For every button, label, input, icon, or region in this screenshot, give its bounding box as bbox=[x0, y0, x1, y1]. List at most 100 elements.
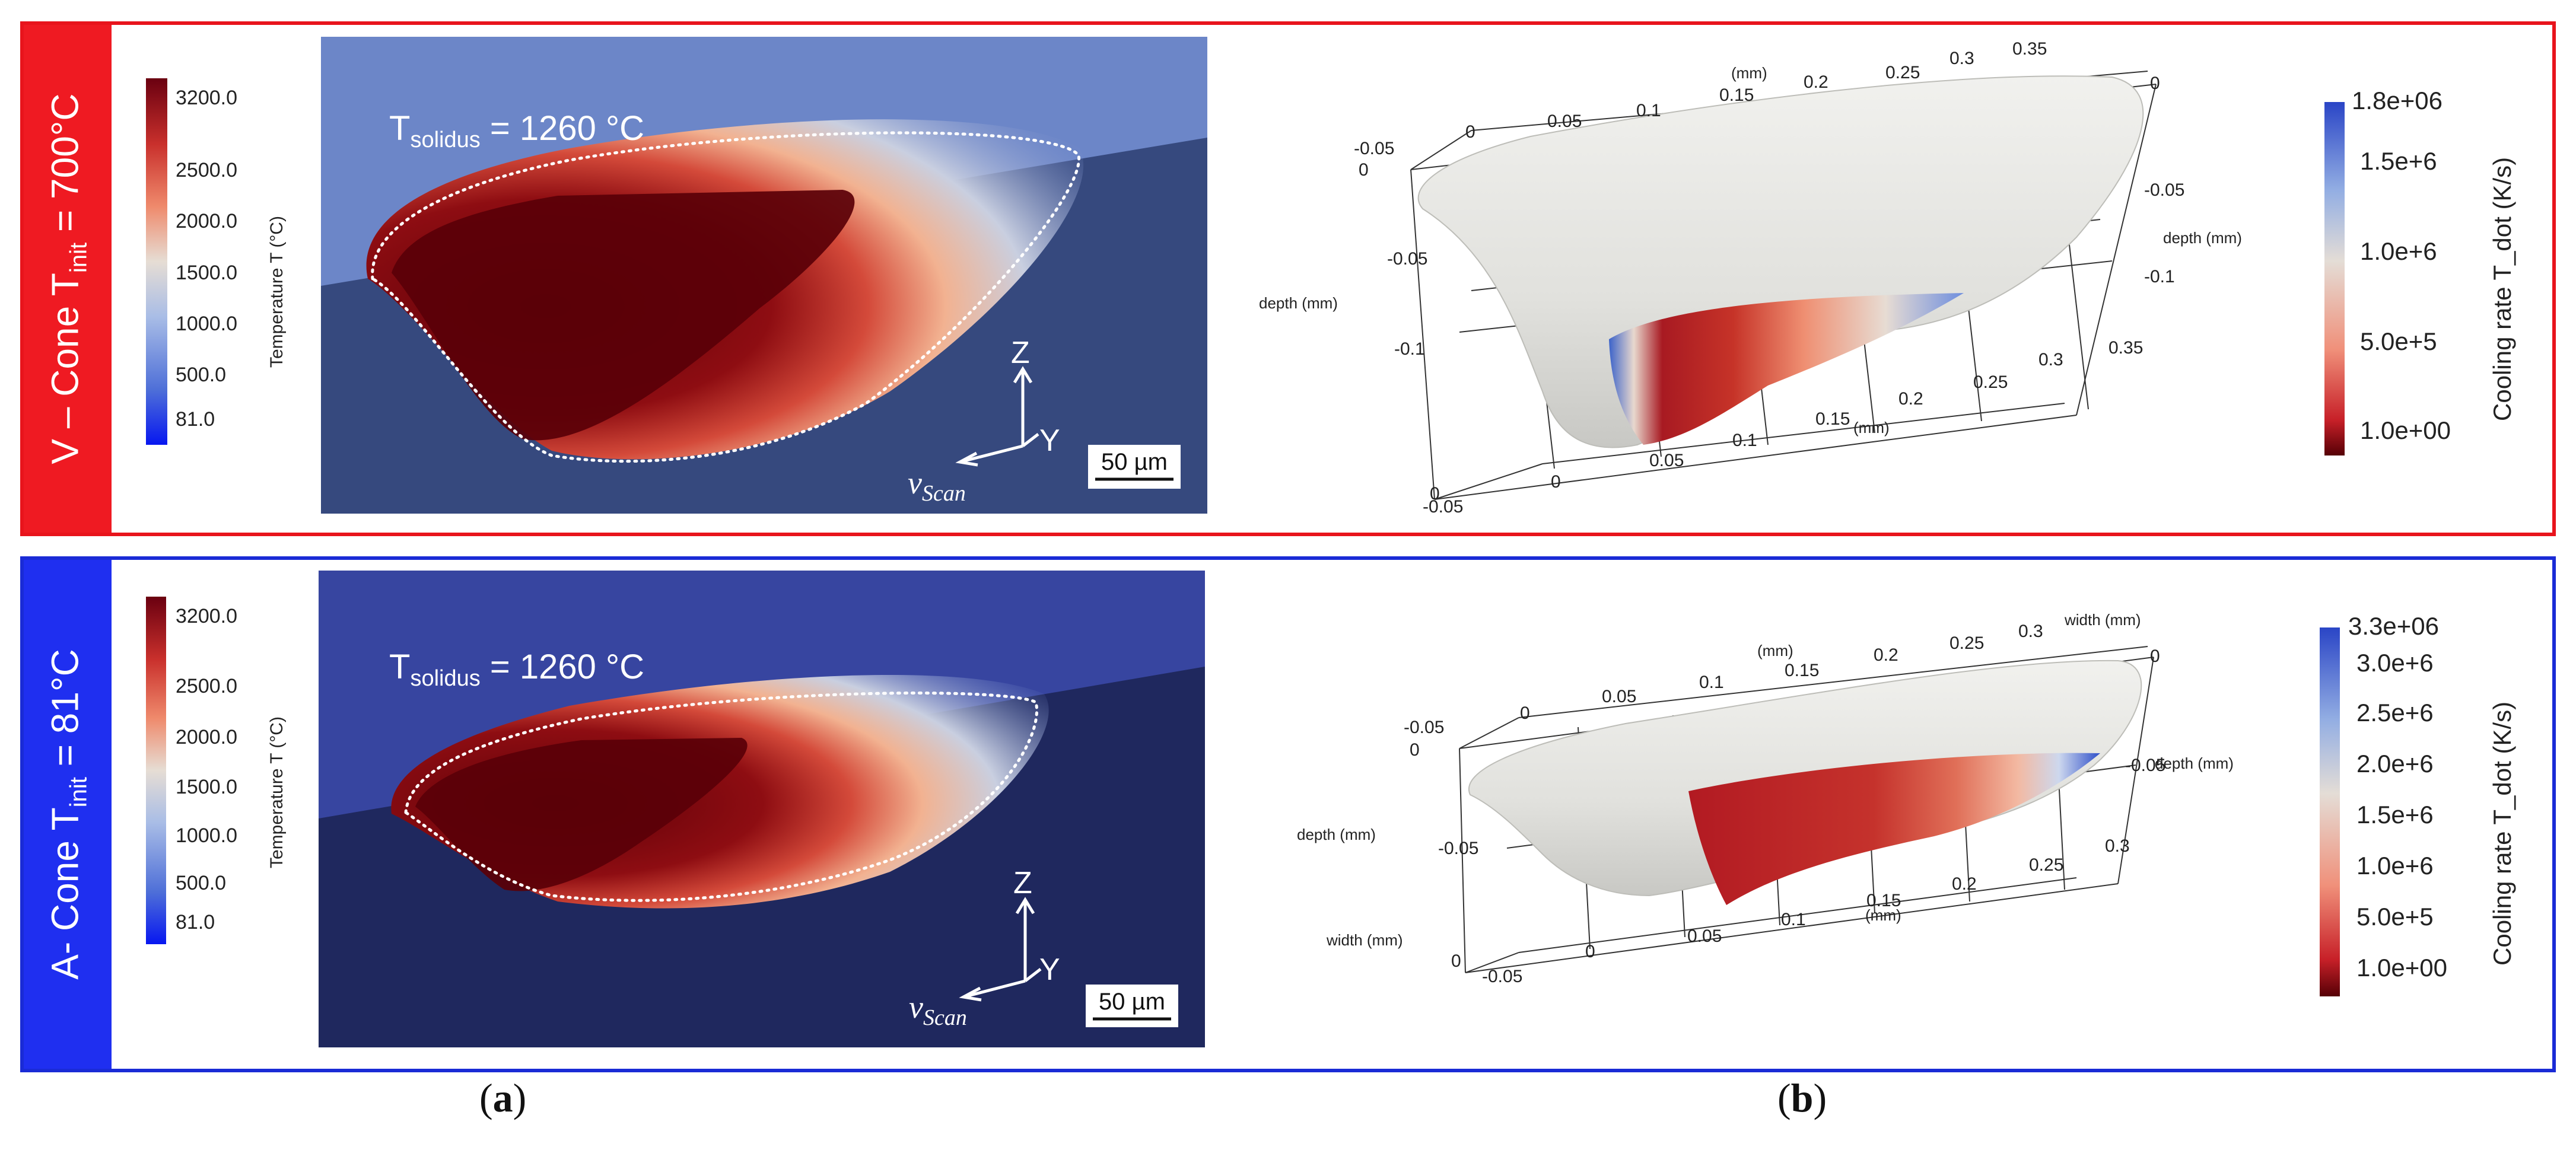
cooling-tick-label: 3.3e+06 bbox=[2348, 612, 2439, 640]
svg-text:0.05: 0.05 bbox=[1687, 926, 1722, 946]
cooling-rate-slice bbox=[1688, 753, 2100, 905]
cooling-rate-panel-v-cone: 0 0.05 0.1 0.15 0.2 0.25 0.3 0.35 (mm) -… bbox=[1259, 39, 2516, 517]
scan-velocity-label: vScan bbox=[909, 989, 967, 1030]
temp-tick-label: 81.0 bbox=[176, 911, 215, 934]
svg-text:0.3: 0.3 bbox=[2038, 350, 2063, 369]
cooling-tick-label: 1.0e+6 bbox=[2356, 852, 2434, 880]
temp-tick-label: 500.0 bbox=[176, 872, 226, 894]
svg-text:0.25: 0.25 bbox=[1885, 63, 1920, 82]
svg-text:0: 0 bbox=[2150, 646, 2160, 666]
svg-text:-0.05: -0.05 bbox=[1482, 967, 1522, 986]
temperature-colorbar-title: Temperature T (°C) bbox=[267, 216, 287, 368]
temp-tick-label: 1500.0 bbox=[176, 776, 237, 798]
svg-text:0.3: 0.3 bbox=[2018, 622, 2043, 641]
axis-triad bbox=[955, 366, 1039, 467]
svg-text:0.2: 0.2 bbox=[1804, 72, 1828, 92]
scalebar-box bbox=[1088, 445, 1181, 489]
temp-tick-label: 1500.0 bbox=[176, 262, 237, 284]
panel-label-a: (a) bbox=[479, 1075, 527, 1120]
svg-text:width (mm): width (mm) bbox=[1326, 931, 1403, 949]
cooling-rate-slice bbox=[1609, 293, 1964, 445]
cooling-tick-label: 5.0e+5 bbox=[2356, 903, 2434, 931]
svg-text:-0.05: -0.05 bbox=[1423, 497, 1463, 517]
temp-tick-label: 2500.0 bbox=[176, 159, 237, 181]
row-label-v-cone: V – Cone Tinit = 700°C bbox=[24, 25, 112, 533]
z-axis-label: Z bbox=[1011, 336, 1030, 370]
temperature-panel-v-cone: 3200.0 2500.0 2000.0 1500.0 1000.0 500.0… bbox=[146, 37, 1207, 514]
svg-text:0.15: 0.15 bbox=[1785, 661, 1819, 680]
svg-text:0: 0 bbox=[1551, 472, 1561, 492]
solidus-isoline bbox=[404, 692, 1038, 902]
cooling-colorbar bbox=[2320, 627, 2340, 996]
svg-text:0: 0 bbox=[1585, 942, 1595, 961]
svg-text:0.35: 0.35 bbox=[2108, 338, 2143, 358]
panel-label-b-letter: b bbox=[1791, 1075, 1814, 1120]
svg-text:0.05: 0.05 bbox=[1547, 112, 1582, 131]
panel-label-a-letter: a bbox=[492, 1075, 513, 1120]
cooling-tick-label: 1.8e+06 bbox=[2352, 87, 2443, 114]
z-axis-label: Z bbox=[1013, 866, 1032, 900]
melt-pool-core bbox=[415, 738, 748, 891]
row-label-a-cone: A- Cone Tinit = 81°C bbox=[24, 560, 112, 1069]
cooling-colorbar-title: Cooling rate T_dot (K/s) bbox=[2488, 157, 2516, 421]
cooling-tick-label: 2.0e+6 bbox=[2356, 750, 2434, 778]
temp-tick-label: 3200.0 bbox=[176, 605, 237, 627]
svg-text:0: 0 bbox=[1430, 484, 1440, 504]
temperature-colorbar bbox=[146, 597, 166, 944]
svg-text:0.35: 0.35 bbox=[2012, 39, 2047, 59]
svg-text:-0.05: -0.05 bbox=[1438, 839, 1478, 858]
grid-tick-labels: 0 0.05 0.1 0.15 0.2 0.25 0.3 0.35 (mm) -… bbox=[1259, 39, 2242, 517]
cooling-rate-panel-a-cone: 0 0.05 0.1 0.15 0.2 0.25 0.3 (mm) width … bbox=[1297, 611, 2516, 996]
svg-text:-0.1: -0.1 bbox=[2144, 267, 2175, 286]
melt-pool-core bbox=[392, 190, 855, 441]
svg-text:depth (mm): depth (mm) bbox=[1259, 294, 1338, 312]
cooling-tick-label: 5.0e+5 bbox=[2360, 327, 2437, 355]
svg-text:-0.05: -0.05 bbox=[1354, 139, 1394, 158]
svg-text:0.25: 0.25 bbox=[1973, 372, 2008, 392]
svg-text:0.05: 0.05 bbox=[1602, 687, 1636, 706]
svg-text:0.1: 0.1 bbox=[1699, 673, 1724, 692]
svg-text:0: 0 bbox=[1465, 122, 1475, 142]
svg-text:(mm): (mm) bbox=[1731, 64, 1767, 82]
scalebar-label: 50 µm bbox=[1099, 989, 1165, 1015]
svg-text:depth (mm): depth (mm) bbox=[2163, 229, 2242, 247]
svg-text:0.25: 0.25 bbox=[2029, 855, 2063, 875]
cooling-tick-label: 1.0e+00 bbox=[2360, 416, 2451, 444]
temperature-panel-a-cone: 3200.0 2500.0 2000.0 1500.0 1000.0 500.0… bbox=[146, 571, 1205, 1047]
svg-text:0.2: 0.2 bbox=[1874, 645, 1898, 665]
svg-text:0.3: 0.3 bbox=[1950, 49, 1974, 68]
svg-text:0: 0 bbox=[1359, 160, 1369, 180]
temperature-colorbar-title: Temperature T (°C) bbox=[267, 716, 287, 868]
melt-pool-3d-shell bbox=[1417, 75, 2144, 448]
svg-text:0: 0 bbox=[2150, 74, 2160, 93]
temperature-colorbar bbox=[146, 78, 167, 445]
cooling-tick-label: 2.5e+6 bbox=[2356, 699, 2434, 727]
cooling-tick-label: 1.5e+6 bbox=[2360, 147, 2437, 175]
svg-text:0.15: 0.15 bbox=[1815, 409, 1850, 429]
temp-tick-label: 3200.0 bbox=[176, 87, 237, 109]
svg-text:(mm): (mm) bbox=[1757, 642, 1793, 660]
cooling-colorbar bbox=[2324, 102, 2345, 455]
svg-text:-0.05: -0.05 bbox=[2144, 180, 2184, 200]
temp-tick-label: 81.0 bbox=[176, 408, 215, 431]
svg-text:0: 0 bbox=[1410, 740, 1420, 760]
row-a-cone: A- Cone Tinit = 81°C bbox=[20, 556, 2556, 1072]
y-axis-label: Y bbox=[1039, 423, 1060, 458]
solidus-isoline bbox=[371, 131, 1081, 463]
axis-triad bbox=[959, 897, 1042, 1002]
svg-text:0: 0 bbox=[1520, 703, 1530, 723]
cooling-tick-label: 1.0e+6 bbox=[2360, 237, 2437, 265]
temp-tick-label: 1000.0 bbox=[176, 313, 237, 335]
svg-text:0.25: 0.25 bbox=[1950, 633, 1984, 653]
grid-tick-labels: 0 0.05 0.1 0.15 0.2 0.25 0.3 (mm) width … bbox=[1297, 611, 2234, 986]
svg-text:0.15: 0.15 bbox=[1719, 85, 1754, 105]
temp-tick-label: 500.0 bbox=[176, 364, 226, 386]
svg-text:-0.05: -0.05 bbox=[1404, 718, 1444, 737]
y-axis-label: Y bbox=[1039, 953, 1060, 987]
scan-velocity-label: vScan bbox=[908, 465, 966, 506]
svg-text:0.2: 0.2 bbox=[1898, 389, 1923, 409]
svg-text:0.2: 0.2 bbox=[1952, 874, 1977, 894]
svg-text:depth (mm): depth (mm) bbox=[2155, 754, 2234, 772]
svg-text:-0.1: -0.1 bbox=[1394, 339, 1425, 359]
